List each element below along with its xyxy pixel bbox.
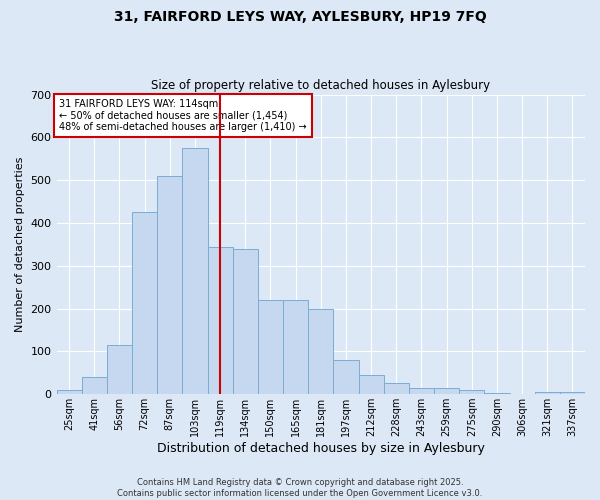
Bar xyxy=(82,377,107,394)
Bar xyxy=(535,392,560,394)
Text: 31 FAIRFORD LEYS WAY: 114sqm
← 50% of detached houses are smaller (1,454)
48% of: 31 FAIRFORD LEYS WAY: 114sqm ← 50% of de… xyxy=(59,99,307,132)
Bar xyxy=(208,246,233,394)
Bar xyxy=(434,388,459,394)
Bar xyxy=(334,360,359,394)
Bar xyxy=(383,384,409,394)
Bar xyxy=(258,300,283,394)
Bar xyxy=(56,390,82,394)
Bar xyxy=(233,248,258,394)
Text: 31, FAIRFORD LEYS WAY, AYLESBURY, HP19 7FQ: 31, FAIRFORD LEYS WAY, AYLESBURY, HP19 7… xyxy=(113,10,487,24)
Bar xyxy=(132,212,157,394)
Bar xyxy=(560,392,585,394)
Bar xyxy=(459,390,484,394)
Bar xyxy=(484,393,509,394)
Bar xyxy=(409,388,434,394)
Bar xyxy=(359,375,383,394)
Y-axis label: Number of detached properties: Number of detached properties xyxy=(15,156,25,332)
Bar xyxy=(308,308,334,394)
Bar xyxy=(182,148,208,394)
X-axis label: Distribution of detached houses by size in Aylesbury: Distribution of detached houses by size … xyxy=(157,442,485,455)
Bar xyxy=(107,345,132,394)
Bar xyxy=(157,176,182,394)
Bar xyxy=(283,300,308,394)
Title: Size of property relative to detached houses in Aylesbury: Size of property relative to detached ho… xyxy=(151,79,490,92)
Text: Contains HM Land Registry data © Crown copyright and database right 2025.
Contai: Contains HM Land Registry data © Crown c… xyxy=(118,478,482,498)
